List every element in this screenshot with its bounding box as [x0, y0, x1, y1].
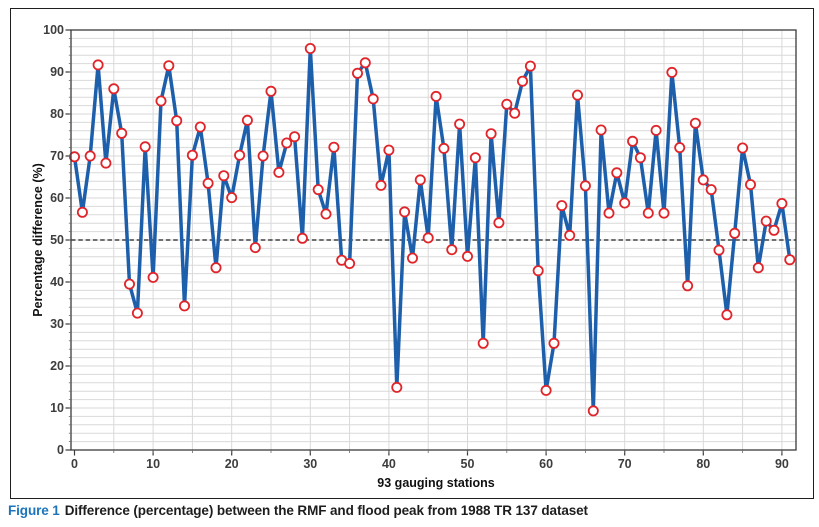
data-point-marker — [116, 127, 128, 139]
data-point-marker — [84, 150, 96, 162]
data-point-marker — [666, 66, 678, 78]
data-point-marker — [69, 151, 81, 163]
data-point-marker — [289, 131, 301, 143]
data-point-marker — [226, 192, 238, 204]
data-point-marker — [524, 60, 536, 72]
data-point-marker — [178, 300, 190, 312]
data-point-marker — [265, 85, 277, 97]
data-point-marker — [745, 179, 757, 191]
data-point-marker — [100, 157, 112, 169]
data-point-marker — [619, 197, 631, 209]
data-point-marker — [658, 207, 670, 219]
chart-svg — [65, 29, 797, 456]
data-point-marker — [296, 232, 308, 244]
data-point-marker — [752, 262, 764, 274]
data-point-marker — [391, 381, 403, 393]
data-point-marker — [587, 405, 599, 417]
data-point-marker — [304, 43, 316, 55]
data-point-marker — [697, 174, 709, 186]
data-point-marker — [477, 337, 489, 349]
data-point-marker — [776, 197, 788, 209]
data-point-marker — [320, 208, 332, 220]
x-axis-title: 93 gauging stations — [377, 476, 495, 490]
data-point-marker — [611, 167, 623, 179]
data-point-marker — [493, 217, 505, 229]
figure-caption-text: Difference (percentage) between the RMF … — [64, 503, 588, 518]
data-point-marker — [737, 142, 749, 154]
data-point-marker — [650, 124, 662, 136]
data-point-marker — [485, 128, 497, 140]
data-point-marker — [273, 166, 285, 178]
data-point-marker — [399, 206, 411, 218]
data-point-marker — [556, 200, 568, 212]
data-point-marker — [76, 206, 88, 218]
data-point-marker — [501, 98, 513, 110]
data-point-marker — [375, 179, 387, 191]
data-point-marker — [147, 271, 159, 283]
data-point-marker — [446, 244, 458, 256]
data-point-marker — [422, 232, 434, 244]
data-point-marker — [682, 280, 694, 292]
data-point-marker — [351, 67, 363, 79]
data-point-marker — [516, 75, 528, 87]
data-point-marker — [108, 83, 120, 95]
data-point-marker — [312, 184, 324, 196]
data-point-marker — [760, 215, 772, 227]
data-point-marker — [367, 93, 379, 105]
data-point-marker — [131, 307, 143, 319]
data-point-marker — [469, 152, 481, 164]
data-point-marker — [202, 177, 214, 189]
figure-caption: Figure 1 Difference (percentage) between … — [8, 503, 798, 518]
data-point-marker — [705, 184, 717, 196]
data-point-marker — [572, 89, 584, 101]
data-point-marker — [414, 174, 426, 186]
data-point-marker — [281, 137, 293, 149]
data-point-marker — [540, 384, 552, 396]
data-point-marker — [642, 207, 654, 219]
data-point-marker — [186, 149, 198, 161]
data-point-marker — [344, 257, 356, 269]
data-point-marker — [634, 152, 646, 164]
data-point-marker — [729, 227, 741, 239]
data-point-marker — [241, 114, 253, 126]
data-point-marker — [171, 115, 183, 127]
data-point-marker — [532, 265, 544, 277]
data-point-marker — [210, 262, 222, 274]
data-point-marker — [328, 141, 340, 153]
data-point-marker — [194, 121, 206, 133]
data-line — [72, 46, 792, 413]
data-point-marker — [406, 252, 418, 264]
data-point-marker — [218, 170, 230, 182]
data-point-marker — [564, 229, 576, 241]
data-point-marker — [383, 144, 395, 156]
data-point-marker — [139, 141, 151, 153]
data-point-marker — [674, 142, 686, 154]
data-point-marker — [768, 224, 780, 236]
data-point-marker — [689, 117, 701, 129]
data-point-marker — [124, 278, 136, 290]
data-point-marker — [595, 124, 607, 136]
data-point-marker — [257, 150, 269, 162]
data-point-marker — [509, 107, 521, 119]
data-point-marker — [627, 135, 639, 147]
data-point-marker — [784, 254, 796, 266]
data-point-marker — [430, 90, 442, 102]
data-point-marker — [92, 59, 104, 71]
y-axis-title: Percentage difference (%) — [31, 163, 45, 317]
data-point-marker — [548, 337, 560, 349]
data-point-marker — [234, 149, 246, 161]
data-point-marker — [461, 250, 473, 262]
data-point-marker — [438, 142, 450, 154]
data-point-marker — [713, 244, 725, 256]
figure-caption-label: Figure 1 — [8, 503, 60, 518]
data-point-marker — [163, 60, 175, 72]
data-point-marker — [249, 242, 261, 254]
data-point-marker — [603, 207, 615, 219]
data-point-marker — [579, 180, 591, 192]
data-point-marker — [721, 309, 733, 321]
data-point-marker — [454, 118, 466, 130]
data-point-marker — [155, 95, 167, 107]
figure-border: 0 10 20 30 40 50 60 70 80 90 100 0 10 20 30 40 50 60 70 80 9… — [10, 8, 814, 499]
data-point-marker — [359, 57, 371, 69]
